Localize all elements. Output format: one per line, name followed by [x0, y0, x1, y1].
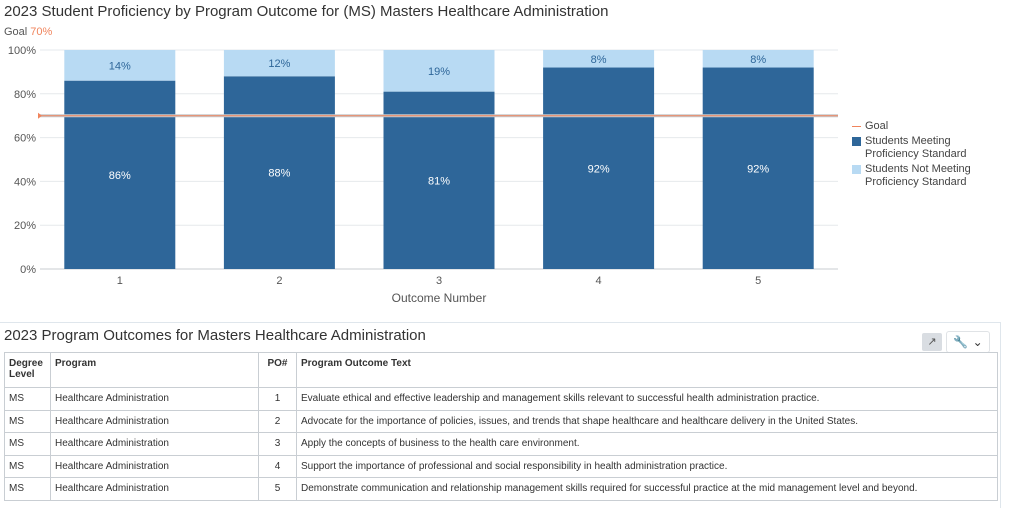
y-tick-label: 40% — [14, 176, 36, 188]
data-label-meeting: 92% — [588, 163, 610, 175]
table-row: MS Healthcare Administration 4 Support t… — [4, 454, 998, 478]
meeting-legend-swatch — [852, 137, 861, 146]
x-tick-label: 5 — [755, 275, 761, 287]
cell-degree-level: MS — [4, 454, 51, 478]
bar-not-meeting — [223, 50, 335, 77]
cell-program: Healthcare Administration — [50, 387, 259, 411]
header-program[interactable]: Program — [50, 352, 259, 388]
x-tick-label: 1 — [117, 275, 123, 287]
header-po-number[interactable]: PO# — [258, 352, 297, 388]
cell-program: Healthcare Administration — [50, 409, 259, 433]
cell-degree-level: MS — [4, 387, 51, 411]
outcomes-panel: 2023 Program Outcomes for Masters Health… — [0, 322, 1001, 508]
legend-label-meeting: Students Meeting Proficiency Standard — [865, 135, 967, 160]
legend-label-goal: Goal — [865, 120, 889, 132]
bar-not-meeting — [64, 50, 176, 81]
table-row: MS Healthcare Administration 2 Advocate … — [4, 409, 998, 433]
wrench-icon: 🔧 — [953, 335, 969, 349]
chart-legend: Goal Students Meeting Proficiency Standa… — [852, 120, 1002, 191]
y-tick-label: 60% — [14, 133, 36, 145]
legend-item-not-meeting[interactable]: Students Not Meeting Proficiency Standar… — [852, 163, 1002, 189]
table-row: MS Healthcare Administration 3 Apply the… — [4, 432, 998, 456]
bar-meeting — [702, 67, 814, 269]
x-tick-label: 2 — [276, 275, 282, 287]
goal-legend-swatch — [852, 126, 861, 127]
table-row: MS Healthcare Administration 1 Evaluate … — [4, 387, 998, 411]
cell-program: Healthcare Administration — [50, 432, 259, 456]
data-label-meeting: 88% — [268, 168, 290, 180]
panel-title: 2023 Program Outcomes for Masters Health… — [4, 327, 426, 344]
y-tick-label: 80% — [14, 89, 36, 101]
data-label-not-meeting: 12% — [268, 58, 290, 70]
legend-item-goal[interactable]: Goal — [852, 120, 1002, 133]
cell-program: Healthcare Administration — [50, 477, 259, 501]
y-tick-label: 20% — [14, 220, 36, 232]
x-tick-label: 3 — [436, 275, 442, 287]
data-label-not-meeting: 19% — [428, 66, 450, 78]
cell-outcome-text: Evaluate ethical and effective leadershi… — [296, 387, 998, 411]
cell-po-number: 5 — [258, 477, 297, 501]
header-outcome-text[interactable]: Program Outcome Text — [296, 352, 998, 388]
bar-not-meeting — [702, 50, 814, 68]
header-degree-level[interactable]: Degree Level — [4, 352, 51, 388]
bar-meeting — [223, 76, 335, 269]
cell-degree-level: MS — [4, 477, 51, 501]
data-label-not-meeting: 8% — [591, 54, 607, 66]
table-row: MS Healthcare Administration 5 Demonstra… — [4, 477, 998, 501]
goal-caption-label: Goal — [4, 26, 28, 38]
legend-label-not-meeting: Students Not Meeting Proficiency Standar… — [865, 163, 971, 188]
data-label-meeting: 81% — [428, 175, 450, 187]
chevron-down-icon: ⌄ — [972, 335, 983, 349]
cell-po-number: 1 — [258, 387, 297, 411]
y-tick-label: 0% — [20, 264, 36, 276]
goal-caption: Goal 70% — [4, 26, 52, 38]
x-tick-label: 4 — [596, 275, 602, 287]
x-axis-title: Outcome Number — [392, 291, 487, 305]
data-label-meeting: 86% — [109, 170, 131, 182]
data-label-meeting: 92% — [747, 163, 769, 175]
cell-po-number: 3 — [258, 432, 297, 456]
bar-meeting — [383, 91, 495, 269]
chart-title: 2023 Student Proficiency by Program Outc… — [4, 3, 609, 20]
proficiency-chart: 0% 20% 40% 60% 80% 100% 86% 14% 1 88% 12% 2 81% 19% 3 9… — [8, 45, 838, 305]
settings-menu-button[interactable]: 🔧 ⌄ — [946, 331, 990, 353]
bar-meeting — [64, 80, 176, 269]
y-tick-label: 100% — [8, 45, 36, 57]
goal-marker — [38, 112, 42, 119]
bar-not-meeting — [543, 50, 655, 68]
cell-degree-level: MS — [4, 409, 51, 433]
cell-po-number: 2 — [258, 409, 297, 433]
goal-caption-value: 70% — [30, 26, 53, 38]
bar-not-meeting — [383, 50, 495, 92]
cell-outcome-text: Demonstrate communication and relationsh… — [296, 477, 998, 501]
bar-meeting — [543, 67, 655, 269]
not-meeting-legend-swatch — [852, 165, 861, 174]
table-header-row: Degree Level Program PO# Program Outcome… — [4, 352, 998, 388]
cell-outcome-text: Support the importance of professional a… — [296, 454, 998, 478]
data-label-not-meeting: 14% — [109, 60, 131, 72]
cell-po-number: 4 — [258, 454, 297, 478]
cell-outcome-text: Advocate for the importance of policies,… — [296, 409, 998, 433]
outcomes-table: Degree Level Program PO# Program Outcome… — [4, 352, 998, 501]
cell-program: Healthcare Administration — [50, 454, 259, 478]
legend-item-meeting[interactable]: Students Meeting Proficiency Standard — [852, 135, 1002, 161]
cell-degree-level: MS — [4, 432, 51, 456]
expand-icon[interactable]: ↗ — [922, 333, 942, 351]
cell-outcome-text: Apply the concepts of business to the he… — [296, 432, 998, 456]
data-label-not-meeting: 8% — [750, 54, 766, 66]
